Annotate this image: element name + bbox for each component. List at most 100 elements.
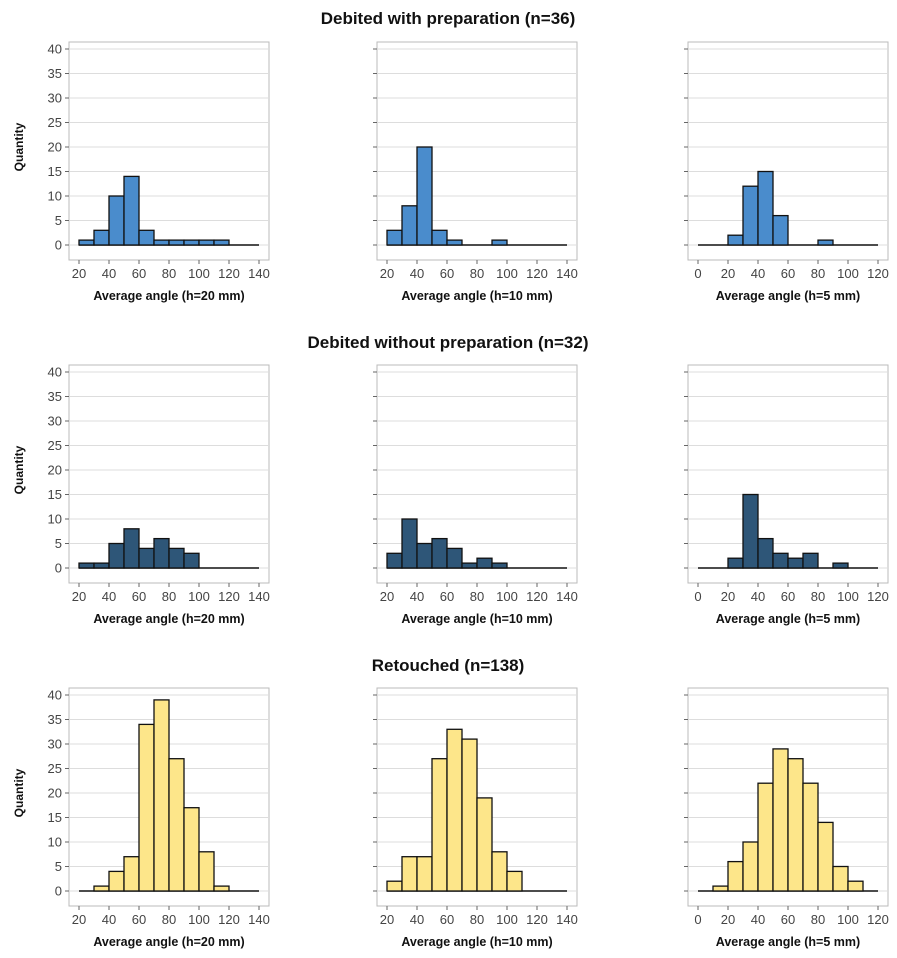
y-tick-label: 10 <box>48 835 62 850</box>
histogram-bar <box>401 518 418 569</box>
x-tick-label: 20 <box>380 912 394 927</box>
x-tick-label: 40 <box>102 266 116 281</box>
histogram-bar <box>138 229 155 246</box>
y-tick-label: 0 <box>55 238 62 253</box>
histogram-bar <box>727 234 744 246</box>
x-tick-label: 20 <box>721 266 735 281</box>
x-axis-label: Average angle (h=10 mm) <box>401 289 552 303</box>
x-tick-label: 60 <box>440 589 454 604</box>
histogram-bar <box>772 552 789 569</box>
x-tick-label: 100 <box>496 266 518 281</box>
x-tick-label: 120 <box>526 912 548 927</box>
y-tick-label: 40 <box>48 42 62 57</box>
histogram-bar <box>198 851 215 892</box>
panel-r1-c0: 0 5 10 15 20 25 30 35 40 Quantity 20 40 60 80 100 120 14… <box>12 364 270 626</box>
panel-r2-c1: 20 40 60 80 100 120 140 Average angle (h=10 mm) <box>373 687 578 949</box>
x-tick-label: 80 <box>162 912 176 927</box>
histogram-bar <box>787 758 804 892</box>
y-tick-label: 30 <box>48 91 62 106</box>
x-tick-label: 100 <box>188 266 210 281</box>
x-tick-label: 60 <box>440 912 454 927</box>
histogram-bar <box>168 239 185 246</box>
y-tick-label: 25 <box>48 438 62 453</box>
histogram-bar <box>153 239 170 246</box>
histogram-bar <box>386 229 403 246</box>
x-tick-label: 100 <box>837 266 859 281</box>
x-tick-label: 0 <box>694 912 701 927</box>
y-tick-label: 15 <box>48 810 62 825</box>
x-tick-label: 140 <box>556 589 578 604</box>
histogram-bar <box>802 782 819 892</box>
histogram-bar <box>461 738 478 892</box>
histogram-bar <box>386 880 403 892</box>
histogram-bar <box>153 699 170 892</box>
x-tick-label: 20 <box>380 266 394 281</box>
histogram-bar <box>757 537 774 569</box>
histogram-bar <box>491 562 508 569</box>
x-tick-label: 40 <box>102 912 116 927</box>
x-axis-label: Average angle (h=20 mm) <box>93 289 244 303</box>
x-tick-label: 60 <box>781 266 795 281</box>
row-titles: Debited with preparation (n=36) Debited … <box>308 9 589 675</box>
x-tick-label: 120 <box>867 589 889 604</box>
histogram-bar <box>213 239 230 246</box>
x-tick-label: 40 <box>751 266 765 281</box>
x-tick-label: 140 <box>248 266 270 281</box>
histogram-bar <box>123 175 140 246</box>
x-tick-label: 80 <box>811 589 825 604</box>
histogram-bar <box>491 851 508 892</box>
histogram-bar <box>446 728 463 892</box>
y-tick-label: 15 <box>48 164 62 179</box>
histogram-bar <box>213 885 230 892</box>
histogram-bar <box>401 205 418 246</box>
panel-r0-c0: 0 5 10 15 20 25 30 35 40 Quantity 20 40 60 80 100 120 14… <box>12 41 270 303</box>
x-tick-label: 40 <box>751 589 765 604</box>
histogram-bar <box>832 865 849 892</box>
y-tick-label: 0 <box>55 561 62 576</box>
histogram-bar <box>123 528 140 569</box>
histogram-bar <box>416 542 433 569</box>
x-tick-label: 60 <box>781 589 795 604</box>
x-tick-label: 120 <box>218 589 240 604</box>
panel-r2-c2: 0 20 40 60 80 100 120 Average angle (h=5 mm) <box>684 687 889 949</box>
y-tick-label: 35 <box>48 66 62 81</box>
histogram-bar <box>491 239 508 246</box>
x-tick-label: 80 <box>811 266 825 281</box>
x-tick-label: 80 <box>811 912 825 927</box>
x-tick-label: 0 <box>694 266 701 281</box>
x-tick-label: 60 <box>132 266 146 281</box>
x-tick-label: 20 <box>721 912 735 927</box>
y-tick-label: 20 <box>48 140 62 155</box>
y-tick-label: 30 <box>48 414 62 429</box>
histogram-bar <box>198 239 215 246</box>
histogram-bar <box>772 748 789 892</box>
panel-r0-c1: 20 40 60 80 100 120 140 Average angle (h=10 mm) <box>373 41 578 303</box>
x-tick-label: 100 <box>188 589 210 604</box>
histogram-bar <box>817 821 834 892</box>
y-tick-label: 40 <box>48 688 62 703</box>
x-axis-label: Average angle (h=20 mm) <box>93 935 244 949</box>
histogram-bar <box>446 547 463 569</box>
y-tick-label: 0 <box>55 884 62 899</box>
x-axis-label: Average angle (h=5 mm) <box>716 612 860 626</box>
histogram-bar <box>183 552 200 569</box>
histogram-bar <box>476 797 493 892</box>
x-tick-label: 20 <box>72 266 86 281</box>
histogram-bar <box>416 146 433 246</box>
histogram-bar <box>138 547 155 569</box>
histogram-bar <box>461 562 478 569</box>
panel-r2-c0: 0 5 10 15 20 25 30 35 40 Quantity 20 40 60 80 100 120 14… <box>12 687 270 949</box>
histogram-bar <box>727 557 744 569</box>
y-tick-label: 5 <box>55 213 62 228</box>
y-tick-label: 25 <box>48 115 62 130</box>
histogram-bar <box>742 841 759 892</box>
panel-r1-c1: 20 40 60 80 100 120 140 Average angle (h=10 mm) <box>373 364 578 626</box>
histogram-bar <box>506 870 523 892</box>
histogram-bar <box>78 239 95 246</box>
y-axis-label: Quantity <box>12 445 26 494</box>
y-axis-label: Quantity <box>12 768 26 817</box>
x-tick-label: 80 <box>470 912 484 927</box>
y-tick-label: 35 <box>48 389 62 404</box>
